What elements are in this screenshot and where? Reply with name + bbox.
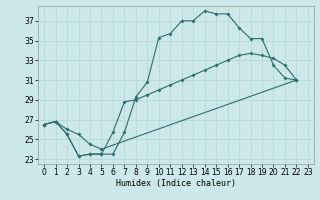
X-axis label: Humidex (Indice chaleur): Humidex (Indice chaleur) (116, 179, 236, 188)
